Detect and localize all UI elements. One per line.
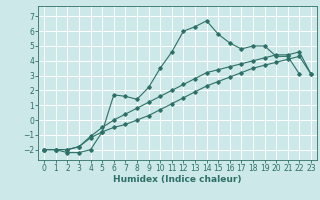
X-axis label: Humidex (Indice chaleur): Humidex (Indice chaleur) bbox=[113, 175, 242, 184]
